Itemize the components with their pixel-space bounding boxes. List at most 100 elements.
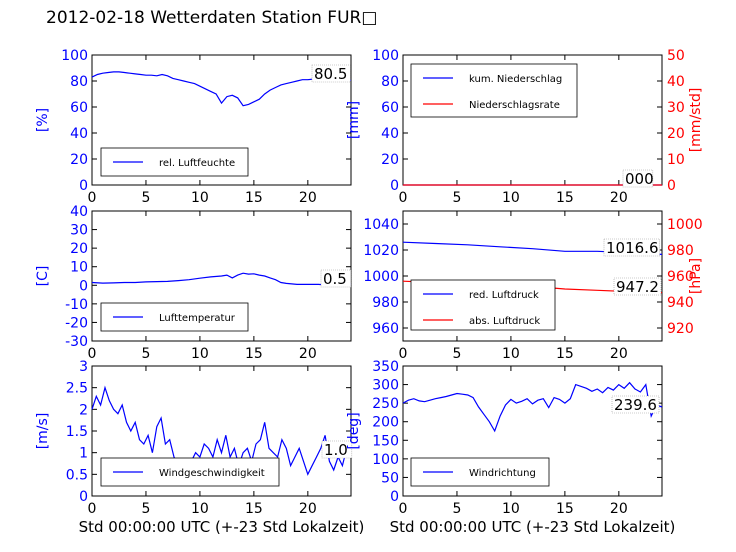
y-tick-label: 1040 (363, 217, 399, 233)
y-tick-label: 20 (381, 152, 399, 168)
y2-tick-label: 940 (667, 295, 694, 311)
y-tick-label: 1 (79, 446, 88, 462)
value-label-box (603, 238, 660, 257)
value-label-box (320, 269, 352, 288)
series-line-1 (91, 385, 352, 476)
y-tick-label: 10 (70, 260, 88, 276)
value-label-box (321, 440, 353, 459)
x-tick-label: 10 (502, 501, 520, 517)
panel-humidity: 0 5 10 15 20 0 20 40 60 80 100 [%] rel. Luftfeuchte 8… (35, 48, 352, 206)
x-tick-label: 15 (556, 501, 574, 517)
x-tick-label: 10 (191, 501, 209, 517)
x-tick-label: 0 (88, 346, 97, 362)
y-tick-label: -10 (65, 297, 88, 313)
y-tick-label: 250 (372, 396, 399, 412)
y-tick-label: -30 (65, 334, 88, 350)
x-tick-label: 0 (399, 346, 408, 362)
y-tick-label: 40 (70, 204, 88, 220)
x-tick-label: 5 (452, 501, 461, 517)
panel-pressure: 0 5 10 15 20 960 980 1000 1020 1040 920 940 960 980 10… (363, 210, 704, 362)
legend-box (410, 63, 578, 118)
y-axis-label: [m/s] (35, 413, 51, 450)
panel-wind_speed: 0 5 10 15 20 0 0.5 1 1.5 2 2.5 3 [m/s] Std 00:00:00 U… (35, 359, 364, 536)
x-tick-label: 0 (88, 190, 97, 206)
legend-label: Windgeschwindigkeit (159, 468, 265, 479)
value-label: 0.5 (323, 270, 347, 288)
y-tick-label: 300 (372, 378, 399, 394)
panel-temperature: 0 5 10 15 20 -30 -20 -10 0 10 20 30 40 [C] Lufttempera… (35, 204, 352, 362)
x-tick-label: 10 (502, 346, 520, 362)
y-tick-label: 80 (381, 74, 399, 90)
y-tick-label: 150 (372, 433, 399, 449)
y-tick-label: 1000 (363, 269, 399, 285)
y2-tick-label: 980 (667, 243, 694, 259)
y-tick-label: 40 (381, 126, 399, 142)
legend-label: Niederschlagsrate (469, 100, 560, 111)
x-tick-label: 20 (299, 190, 317, 206)
value-label: 947.2 (616, 278, 659, 296)
legend-box (410, 279, 556, 331)
y-tick-label: 0 (79, 489, 88, 505)
y-tick-label: 350 (372, 359, 399, 375)
y-tick-label: 3 (79, 359, 88, 375)
y-axis-label: [%] (35, 108, 51, 132)
y-tick-label: 1020 (363, 243, 399, 259)
legend-label: Lufttemperatur (159, 313, 236, 324)
value-label: 239.6 (614, 396, 657, 414)
value-label-box (613, 277, 662, 296)
y-tick-label: 30 (70, 223, 88, 239)
legend-label: kum. Niederschlag (469, 74, 562, 85)
x-tick-label: 5 (452, 346, 461, 362)
value-label: 1.0 (324, 441, 348, 459)
y2-tick-label: 1000 (667, 217, 703, 233)
y2-tick-label: 40 (667, 74, 685, 90)
y-tick-label: 100 (372, 48, 399, 64)
y-tick-label: 100 (372, 452, 399, 468)
value-label: 80.5 (314, 65, 347, 83)
y2-tick-label: 30 (667, 100, 685, 116)
x-tick-label: 20 (299, 346, 317, 362)
y2-tick-label: 20 (667, 126, 685, 142)
y2-axis-label: [mm/std] (688, 88, 704, 153)
value-label: 000 (625, 170, 654, 188)
y-tick-label: -20 (65, 315, 88, 331)
y2-tick-label: 920 (667, 321, 694, 337)
legend-label: red. Luftdruck (469, 290, 539, 301)
x-tick-label: 15 (245, 190, 263, 206)
y-axis-label: [C] (35, 266, 51, 287)
y2-tick-label: 50 (667, 48, 685, 64)
value-label-box (311, 64, 351, 83)
series-line-1 (91, 71, 351, 107)
panel-precipitation: 0 5 10 15 20 0 20 40 60 80 100 0 10 20 30 40 50 [mm] [mm/s… (346, 48, 704, 206)
y2-axis-label: [hPa] (688, 258, 704, 294)
y-tick-label: 200 (372, 415, 399, 431)
y-tick-label: 50 (381, 470, 399, 486)
x-tick-label: 0 (88, 501, 97, 517)
y-tick-label: 0 (390, 178, 399, 194)
y2-tick-label: 0 (667, 178, 676, 194)
x-tick-label: 10 (191, 190, 209, 206)
y-axis-label: [mm] (346, 101, 362, 139)
y-tick-label: 2 (79, 402, 88, 418)
legend-label: rel. Luftfeuchte (159, 158, 235, 169)
x-tick-label: 15 (245, 501, 263, 517)
x-tick-label: 5 (141, 346, 150, 362)
x-tick-label: 15 (556, 346, 574, 362)
x-tick-label: 20 (299, 501, 317, 517)
y-tick-label: 60 (70, 100, 88, 116)
y-tick-label: 20 (70, 152, 88, 168)
y-tick-label: 100 (61, 48, 88, 64)
x-tick-label: 5 (452, 190, 461, 206)
x-tick-label: 20 (610, 346, 628, 362)
y-tick-label: 0 (79, 278, 88, 294)
legend-label: Windrichtung (469, 468, 536, 479)
x-tick-label: 20 (610, 190, 628, 206)
x-tick-label: 10 (502, 190, 520, 206)
x-tick-label: 15 (245, 346, 263, 362)
x-tick-label: 15 (556, 190, 574, 206)
value-label-box (622, 169, 654, 188)
y2-tick-label: 10 (667, 152, 685, 168)
x-tick-label: 5 (141, 190, 150, 206)
